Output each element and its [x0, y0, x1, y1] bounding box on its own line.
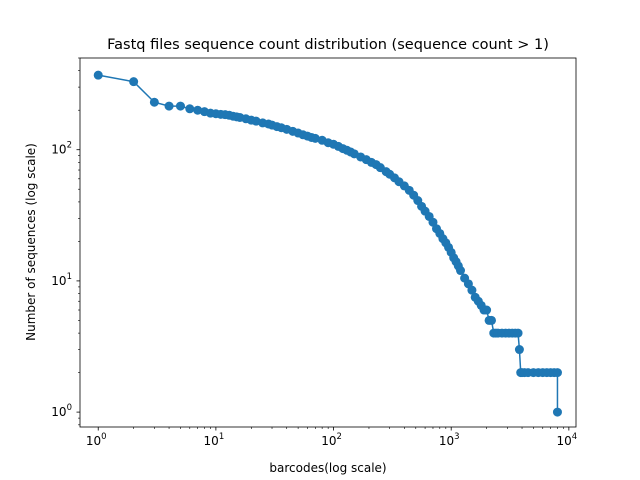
data-point [482, 305, 492, 315]
x-tick-exp: 1 [219, 432, 224, 442]
y-tick-label: 100 [51, 403, 72, 419]
data-point [164, 101, 174, 111]
data-point [513, 328, 523, 338]
y-tick-base: 10 [51, 143, 66, 157]
x-tick-exp: 2 [336, 432, 341, 442]
x-tick-label: 100 [86, 432, 107, 448]
x-axis-label: barcodes(log scale) [269, 461, 386, 475]
x-tick-base: 10 [439, 434, 454, 448]
data-point [486, 315, 496, 325]
data-point [93, 70, 103, 80]
data-point [552, 368, 562, 378]
x-tick-label: 104 [557, 432, 578, 448]
data-point [467, 285, 477, 295]
x-tick-base: 10 [204, 434, 219, 448]
data-point [149, 97, 159, 107]
data-point [310, 133, 320, 143]
y-tick-exp: 1 [67, 272, 72, 282]
y-tick-base: 10 [51, 274, 66, 288]
data-point [514, 345, 524, 355]
x-tick-base: 10 [321, 434, 336, 448]
y-tick-base: 10 [51, 405, 66, 419]
x-tick-base: 10 [557, 434, 572, 448]
data-point [129, 77, 139, 87]
x-tick-base: 10 [86, 434, 101, 448]
series-line [98, 74, 559, 413]
x-tick-label: 102 [321, 432, 342, 448]
plot-frame [79, 57, 577, 428]
y-tick-label: 101 [51, 272, 72, 288]
x-tick-label: 101 [204, 432, 225, 448]
x-tick-label: 103 [439, 432, 460, 448]
x-tick-exp: 4 [572, 432, 577, 442]
x-tick-exp: 0 [101, 432, 106, 442]
data-point [175, 101, 185, 111]
y-tick-label: 102 [51, 141, 72, 157]
data-point [185, 104, 195, 114]
data-point [552, 407, 562, 417]
y-axis-label: Number of sequences (log scale) [24, 143, 38, 341]
y-tick-exp: 2 [67, 141, 72, 151]
x-tick-exp: 3 [454, 432, 459, 442]
data-point [456, 266, 466, 276]
series-layer [93, 70, 562, 417]
y-tick-exp: 0 [67, 403, 72, 413]
data-point [193, 105, 203, 115]
chart-title: Fastq files sequence count distribution … [107, 37, 549, 53]
